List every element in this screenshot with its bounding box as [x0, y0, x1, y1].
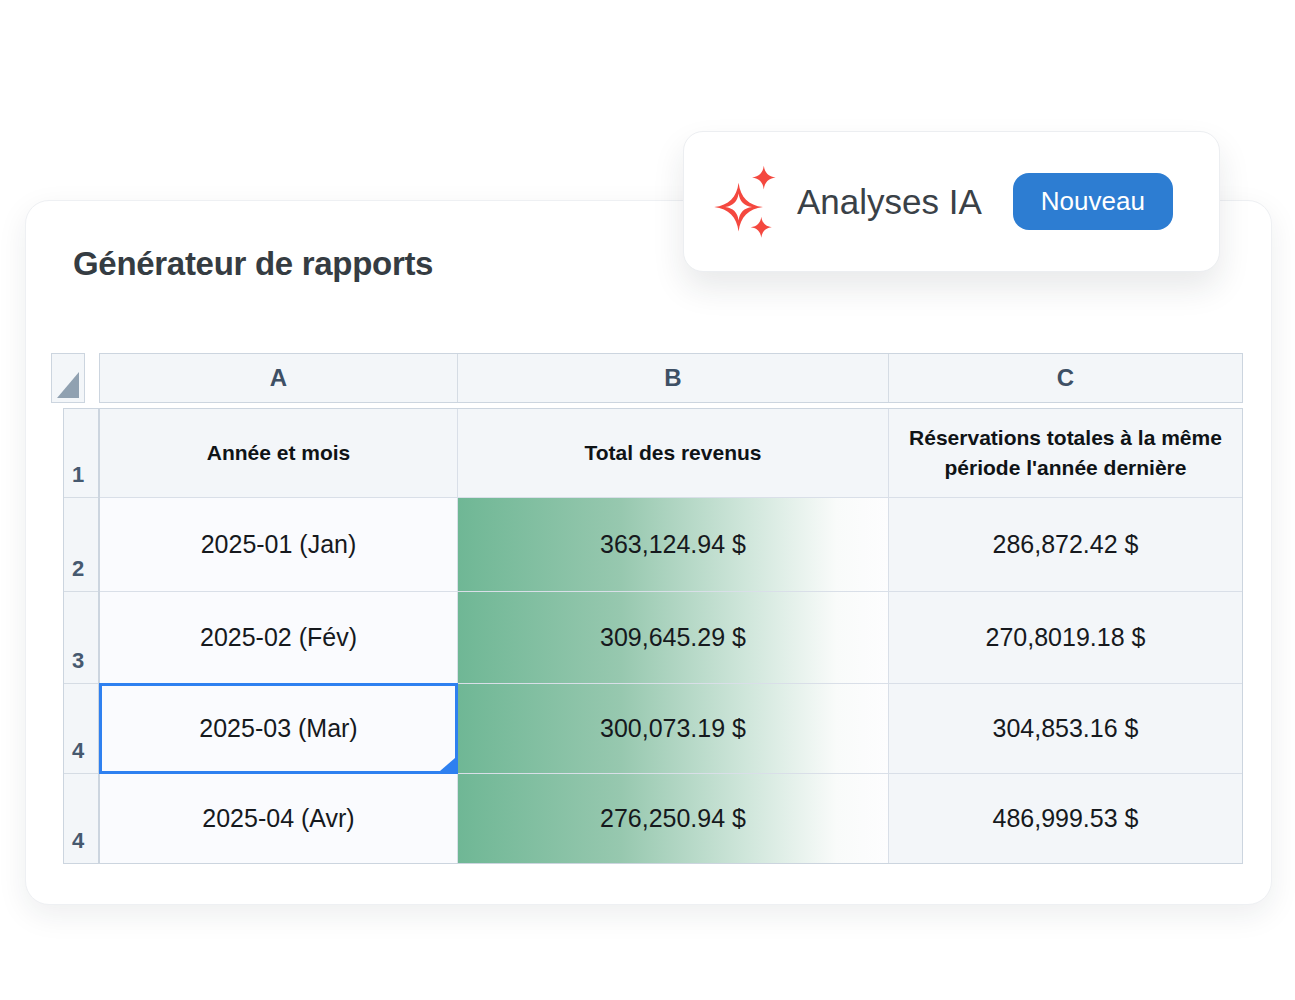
cell-A2[interactable]: 2025-01 (Jan)	[100, 497, 457, 591]
column-header-c[interactable]: C	[888, 354, 1242, 402]
cell-A1[interactable]: Année et mois	[100, 409, 457, 497]
fill-handle[interactable]	[440, 758, 455, 771]
row-header-2[interactable]: 2	[64, 497, 98, 591]
cell-C5[interactable]: 486,999.53 $	[888, 773, 1242, 863]
row-header-5[interactable]: 4	[64, 773, 98, 863]
report-builder-card: Générateur de rapports A B C 1 2 3 4 4 A…	[25, 200, 1272, 905]
table-row: Année et mois Total des revenus Réservat…	[100, 409, 1242, 497]
cell-A3[interactable]: 2025-02 (Fév)	[100, 591, 457, 683]
row-headers: 1 2 3 4 4	[63, 408, 99, 864]
column-header-b[interactable]: B	[457, 354, 888, 402]
cell-C2[interactable]: 286,872.42 $	[888, 497, 1242, 591]
ai-analytics-card: Analyses IA Nouveau	[683, 131, 1220, 272]
cell-B4[interactable]: 300,073.19 $	[457, 683, 888, 773]
cell-B1[interactable]: Total des revenus	[457, 409, 888, 497]
cell-A4-selected[interactable]: 2025-03 (Mar)	[100, 683, 457, 773]
select-all-corner[interactable]	[51, 353, 85, 403]
cell-C3[interactable]: 270,8019.18 $	[888, 591, 1242, 683]
nouveau-badge-button[interactable]: Nouveau	[1013, 173, 1173, 230]
cell-C1[interactable]: Réservations totales à la même période l…	[888, 409, 1242, 497]
cell-C4[interactable]: 304,853.16 $	[888, 683, 1242, 773]
cell-B2[interactable]: 363,124.94 $	[457, 497, 888, 591]
row-header-3[interactable]: 3	[64, 591, 98, 683]
spreadsheet-grid: A B C 1 2 3 4 4 Année et mois Total des …	[51, 353, 1246, 868]
cell-A4-value: 2025-03 (Mar)	[199, 714, 357, 743]
sparkles-icon	[713, 165, 781, 239]
cell-B3[interactable]: 309,645.29 $	[457, 591, 888, 683]
ai-card-title: Analyses IA	[797, 182, 982, 222]
table-row: 2025-02 (Fév) 309,645.29 $ 270,8019.18 $	[100, 591, 1242, 683]
table-row: 2025-03 (Mar) 300,073.19 $ 304,853.16 $	[100, 683, 1242, 773]
column-headers: A B C	[99, 353, 1243, 403]
table-row: 2025-01 (Jan) 363,124.94 $ 286,872.42 $	[100, 497, 1242, 591]
row-header-4[interactable]: 4	[64, 683, 98, 773]
row-header-1[interactable]: 1	[64, 409, 98, 497]
column-header-a[interactable]: A	[100, 354, 457, 402]
page-title: Générateur de rapports	[73, 245, 433, 283]
table-row: 2025-04 (Avr) 276,250.94 $ 486,999.53 $	[100, 773, 1242, 863]
sheet-body: Année et mois Total des revenus Réservat…	[99, 408, 1243, 864]
select-all-triangle-icon	[57, 372, 79, 398]
cell-A5[interactable]: 2025-04 (Avr)	[100, 773, 457, 863]
cell-B5[interactable]: 276,250.94 $	[457, 773, 888, 863]
